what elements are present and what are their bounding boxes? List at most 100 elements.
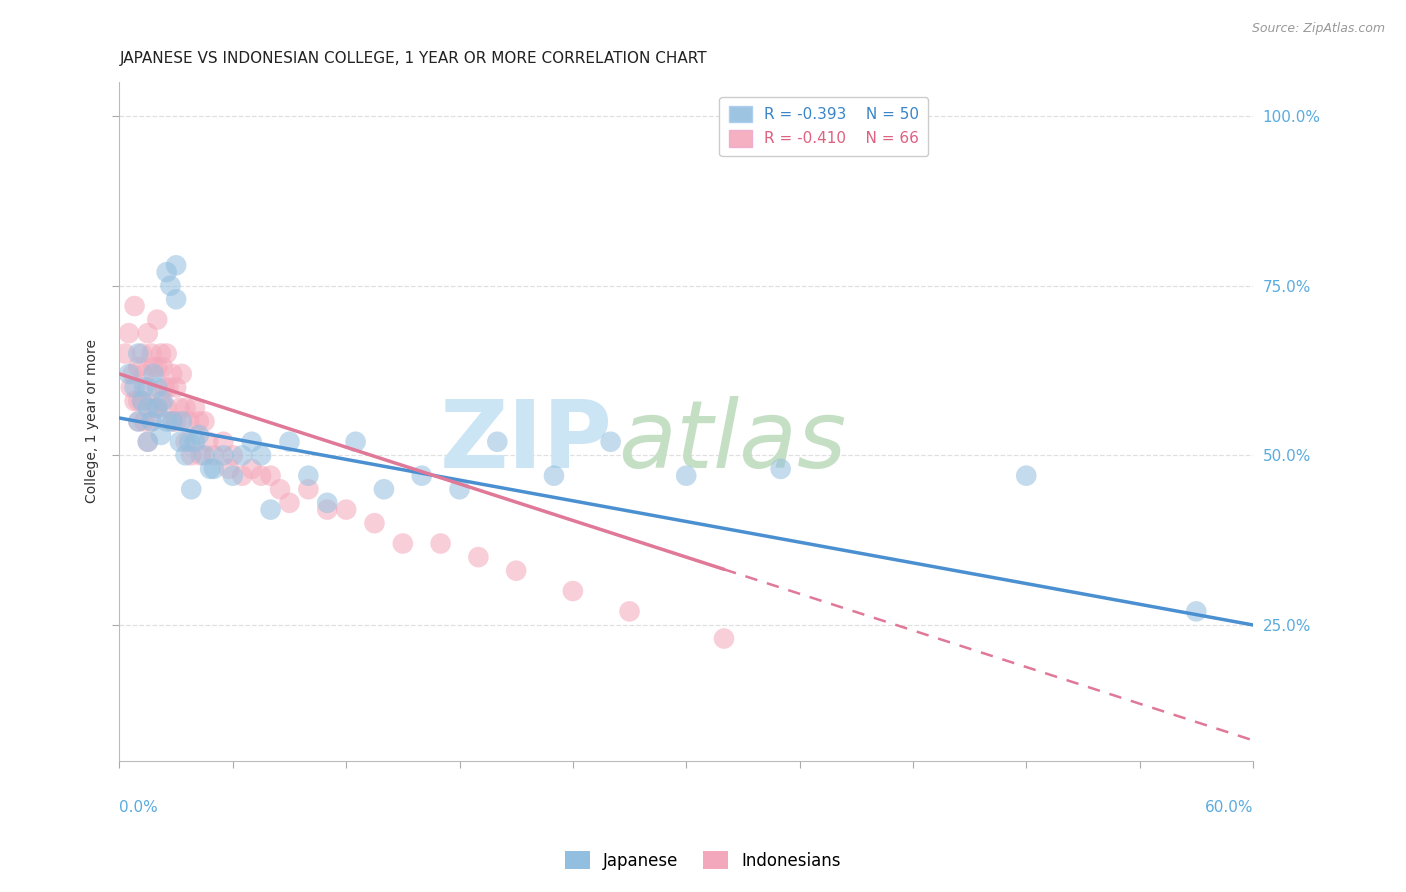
Point <box>127 394 149 409</box>
Point <box>146 401 169 415</box>
Point <box>179 434 201 449</box>
Point <box>152 394 174 409</box>
Point <box>127 346 149 360</box>
Point <box>165 258 187 272</box>
Point <box>250 448 273 462</box>
Point <box>114 346 136 360</box>
Point <box>165 414 187 428</box>
Point <box>259 502 281 516</box>
Point <box>127 414 149 428</box>
Point <box>373 482 395 496</box>
Point <box>121 367 143 381</box>
Point <box>619 604 641 618</box>
Point <box>599 434 621 449</box>
Point <box>197 434 219 449</box>
Point <box>136 326 159 341</box>
Point <box>170 367 193 381</box>
Point <box>157 380 180 394</box>
Text: Source: ZipAtlas.com: Source: ZipAtlas.com <box>1251 22 1385 36</box>
Point <box>141 414 163 428</box>
Point <box>146 380 169 394</box>
Point <box>174 401 197 415</box>
Text: 60.0%: 60.0% <box>1205 799 1253 814</box>
Point <box>124 380 146 394</box>
Point <box>132 367 155 381</box>
Point <box>142 360 165 375</box>
Point <box>240 462 263 476</box>
Point <box>212 448 235 462</box>
Point <box>231 448 253 462</box>
Point <box>120 380 142 394</box>
Point <box>344 434 367 449</box>
Point <box>240 434 263 449</box>
Point <box>187 414 209 428</box>
Text: JAPANESE VS INDONESIAN COLLEGE, 1 YEAR OR MORE CORRELATION CHART: JAPANESE VS INDONESIAN COLLEGE, 1 YEAR O… <box>120 51 707 66</box>
Point <box>141 414 163 428</box>
Point <box>1015 468 1038 483</box>
Point <box>142 367 165 381</box>
Point <box>141 346 163 360</box>
Point <box>136 401 159 415</box>
Point <box>136 434 159 449</box>
Point <box>316 502 339 516</box>
Point <box>202 448 225 462</box>
Point <box>392 536 415 550</box>
Point <box>543 468 565 483</box>
Point <box>180 482 202 496</box>
Point <box>1185 604 1208 618</box>
Point <box>769 462 792 476</box>
Point <box>713 632 735 646</box>
Point <box>131 346 153 360</box>
Text: 0.0%: 0.0% <box>120 799 159 814</box>
Point <box>184 434 207 449</box>
Point <box>136 380 159 394</box>
Point <box>162 367 184 381</box>
Legend: Japanese, Indonesians: Japanese, Indonesians <box>558 845 848 877</box>
Point <box>170 414 193 428</box>
Point <box>169 401 191 415</box>
Point <box>179 414 201 428</box>
Point <box>193 414 215 428</box>
Point <box>278 434 301 449</box>
Point <box>411 468 433 483</box>
Point <box>136 434 159 449</box>
Point <box>124 299 146 313</box>
Point <box>184 401 207 415</box>
Point <box>124 394 146 409</box>
Point <box>675 468 697 483</box>
Point <box>250 468 273 483</box>
Point <box>218 462 240 476</box>
Point <box>146 312 169 326</box>
Point <box>187 428 209 442</box>
Point <box>193 448 215 462</box>
Point <box>127 414 149 428</box>
Point <box>131 394 153 409</box>
Point <box>162 414 184 428</box>
Point <box>165 292 187 306</box>
Point <box>174 448 197 462</box>
Point <box>269 482 291 496</box>
Text: atlas: atlas <box>619 396 846 487</box>
Point <box>335 502 357 516</box>
Text: ZIP: ZIP <box>440 396 613 488</box>
Point <box>153 380 176 394</box>
Point <box>159 278 181 293</box>
Point <box>297 468 319 483</box>
Point <box>132 414 155 428</box>
Point <box>449 482 471 496</box>
Point <box>156 401 179 415</box>
Point <box>486 434 509 449</box>
Point <box>202 462 225 476</box>
Point <box>132 380 155 394</box>
Point <box>165 380 187 394</box>
Point <box>146 360 169 375</box>
Point <box>118 367 141 381</box>
Point <box>259 468 281 483</box>
Point <box>222 468 245 483</box>
Point <box>429 536 451 550</box>
Point <box>363 516 385 531</box>
Point <box>198 462 221 476</box>
Point <box>156 414 179 428</box>
Point <box>156 265 179 279</box>
Point <box>127 360 149 375</box>
